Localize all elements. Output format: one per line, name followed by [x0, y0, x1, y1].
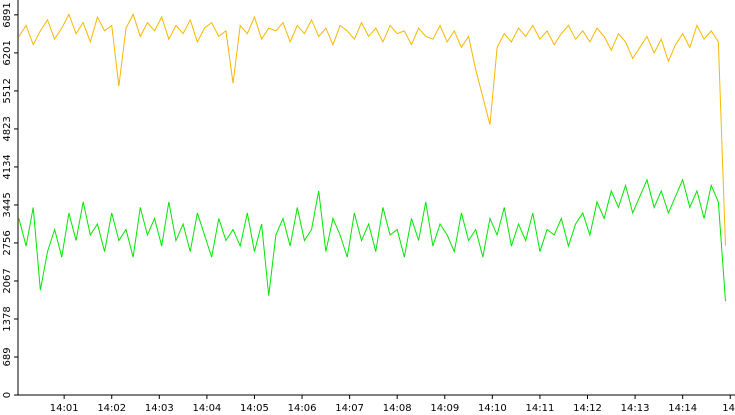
x-tick-label: 14:02	[97, 403, 126, 414]
series-line	[18, 13, 726, 247]
x-tick-label: 14:06	[288, 403, 317, 414]
x-tick-label: 14:03	[145, 403, 174, 414]
y-tick-label: 6891	[2, 2, 13, 27]
y-tick-label: 1378	[2, 306, 13, 331]
series-line	[18, 178, 726, 302]
x-tick-label: 14:11	[526, 403, 555, 414]
y-tick-label: 0	[2, 392, 13, 398]
x-tick-label: 14:05	[240, 403, 269, 414]
x-tick-label: 14:13	[621, 403, 650, 414]
x-tick-label: 14:07	[335, 403, 364, 414]
x-tick-label: 14:12	[573, 403, 602, 414]
y-tick-label: 3445	[2, 192, 13, 217]
x-tick-label: 14:08	[383, 403, 412, 414]
x-tick-label: 14	[722, 403, 735, 414]
x-tick-label: 14:01	[50, 403, 79, 414]
y-tick-label: 2756	[2, 230, 13, 255]
x-tick-label: 14:14	[668, 403, 697, 414]
y-tick-label: 4823	[2, 116, 13, 141]
x-tick-label: 14:10	[478, 403, 507, 414]
y-tick-label: 6201	[2, 40, 13, 65]
x-tick-label: 14:04	[192, 403, 221, 414]
y-tick-label: 5512	[2, 78, 13, 103]
y-tick-label: 4134	[2, 154, 13, 179]
y-tick-label: 689	[2, 347, 13, 366]
y-tick-label: 2067	[2, 268, 13, 293]
x-tick-label: 14:09	[430, 403, 459, 414]
